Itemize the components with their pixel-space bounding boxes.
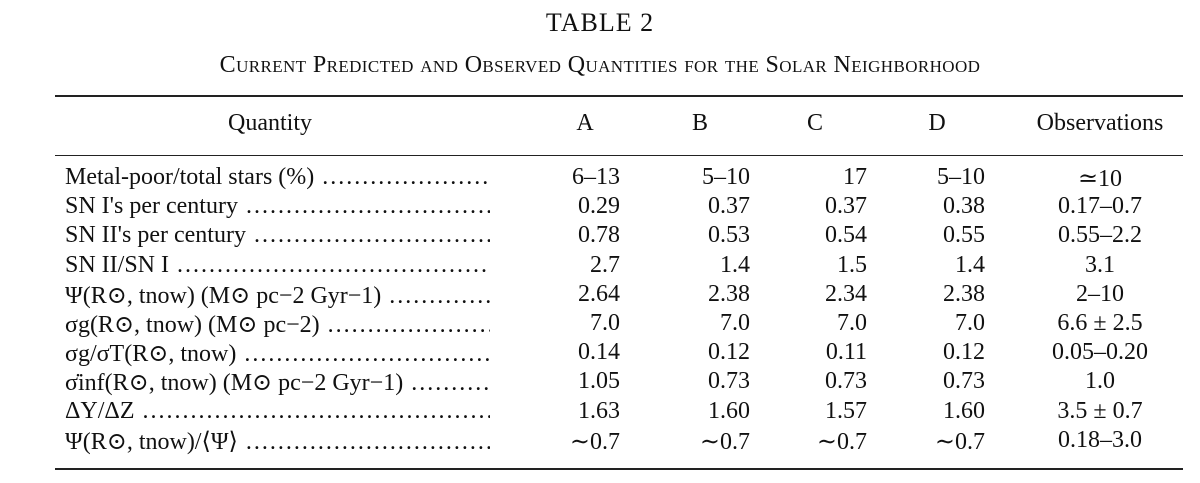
value-model-a: 1.05 bbox=[578, 368, 620, 395]
value-model-d: 0.55 bbox=[943, 222, 985, 249]
value-model-a: 6–13 bbox=[572, 164, 620, 190]
quantity-cell: σ̇inf(R⊙, tnow) (M⊙ pc−2 Gyr−1) bbox=[65, 368, 490, 397]
value-observations: 2–10 bbox=[1076, 280, 1124, 307]
value-model-c: 0.11 bbox=[825, 339, 867, 366]
value-model-d: 0.73 bbox=[943, 368, 985, 395]
quantity-cell: Ψ(R⊙, tnow)/⟨Ψ⟩ bbox=[65, 427, 490, 456]
table-row: σ̇inf(R⊙, tnow) (M⊙ pc−2 Gyr−1) 1.05 0.73 0… bbox=[55, 368, 1183, 398]
value-model-a: 7.0 bbox=[590, 310, 620, 336]
table-row: ΔY/ΔZ 1.63 1.60 1.57 1.60 3.5 ± 0.7 bbox=[55, 398, 1183, 428]
value-model-b: 1.60 bbox=[708, 397, 750, 424]
quantity-cell: SN I's per century bbox=[65, 193, 490, 220]
quantity-cell: Ψ(R⊙, tnow) (M⊙ pc−2 Gyr−1) bbox=[65, 281, 490, 310]
value-model-b: 0.53 bbox=[708, 222, 750, 249]
header-quantity: Quantity bbox=[228, 110, 312, 136]
quantity-cell: Metal-poor/total stars (%) bbox=[65, 164, 490, 191]
table-row: Metal-poor/total stars (%) 6–13 5–10 17 5–10… bbox=[55, 164, 1183, 194]
table-row: σg(R⊙, tnow) (M⊙ pc−2) 7.0 7.0 7.0 7.0 6.6 ± … bbox=[55, 310, 1183, 340]
value-model-c: 7.0 bbox=[837, 310, 867, 336]
bottom-rule bbox=[55, 468, 1183, 470]
value-observations: 1.0 bbox=[1085, 368, 1115, 395]
value-model-d: 1.60 bbox=[943, 397, 985, 424]
value-model-b: 0.73 bbox=[708, 368, 750, 395]
value-observations: 0.18–3.0 bbox=[1058, 426, 1142, 453]
value-model-a: 2.64 bbox=[578, 280, 620, 307]
table-row: Ψ(R⊙, tnow)/⟨Ψ⟩ ∼0.7 ∼0.7 ∼0.7 ∼0.7 0.18–3.0 bbox=[55, 427, 1183, 457]
value-model-c: ∼0.7 bbox=[816, 428, 867, 455]
table-title: TABLE 2 bbox=[545, 8, 655, 37]
value-model-c: 0.73 bbox=[825, 368, 867, 395]
value-model-d: 7.0 bbox=[955, 310, 985, 336]
quantity-label: SN I's per century bbox=[65, 193, 490, 219]
header-model-c: C bbox=[806, 110, 823, 136]
table-caption: Current Predicted and Observed Quantitie… bbox=[219, 52, 981, 78]
value-model-b: 7.0 bbox=[720, 310, 750, 336]
value-model-c: 2.34 bbox=[825, 280, 867, 307]
header-model-d: D bbox=[928, 110, 946, 136]
table-row: SN II's per century 0.78 0.53 0.54 0.55 0.55–… bbox=[55, 222, 1183, 252]
value-model-d: 1.4 bbox=[955, 251, 985, 278]
value-model-b: 0.37 bbox=[708, 193, 750, 220]
value-model-c: 0.54 bbox=[825, 222, 867, 249]
value-observations: 0.55–2.2 bbox=[1058, 222, 1142, 249]
quantity-label: Ψ(R⊙, tnow) (M⊙ pc−2 Gyr−1) bbox=[65, 283, 490, 309]
quantity-label: σ̇inf(R⊙, tnow) (M⊙ pc−2 Gyr−1) bbox=[65, 370, 490, 396]
quantity-cell: ΔY/ΔZ bbox=[65, 398, 490, 425]
value-observations: 0.17–0.7 bbox=[1058, 193, 1142, 220]
quantity-label: Metal-poor/total stars (%) bbox=[65, 164, 490, 190]
table-row: Ψ(R⊙, tnow) (M⊙ pc−2 Gyr−1) 2.64 2.38 2.34 2… bbox=[55, 281, 1183, 311]
quantity-label: σg/σT(R⊙, tnow) bbox=[65, 341, 490, 367]
top-rule bbox=[55, 95, 1183, 97]
value-observations: 3.1 bbox=[1085, 251, 1115, 278]
header-model-b: B bbox=[691, 110, 708, 136]
quantity-cell: σg(R⊙, tnow) (M⊙ pc−2) bbox=[65, 310, 490, 339]
value-model-a: 1.63 bbox=[578, 397, 620, 424]
value-model-c: 0.37 bbox=[825, 193, 867, 220]
value-model-d: ∼0.7 bbox=[934, 428, 985, 455]
value-model-c: 1.5 bbox=[837, 251, 867, 278]
quantity-cell: SN II's per century bbox=[65, 222, 490, 249]
header-observations: Observations bbox=[1036, 110, 1164, 136]
value-observations: ≃10 bbox=[1077, 166, 1123, 192]
table-header-row: Quantity A B C D Observations bbox=[55, 110, 1183, 142]
value-model-d: 0.38 bbox=[943, 193, 985, 220]
value-observations: 6.6 ± 2.5 bbox=[1057, 310, 1143, 336]
quantity-label: ΔY/ΔZ bbox=[65, 398, 490, 424]
value-model-d: 2.38 bbox=[943, 280, 985, 307]
quantity-label: σg(R⊙, tnow) (M⊙ pc−2) bbox=[65, 312, 490, 338]
value-model-c: 1.57 bbox=[825, 397, 867, 424]
table-row: SN I's per century 0.29 0.37 0.37 0.38 0.17–0… bbox=[55, 193, 1183, 223]
value-observations: 3.5 ± 0.7 bbox=[1057, 397, 1143, 424]
value-observations: 0.05–0.20 bbox=[1052, 339, 1148, 366]
value-model-c: 17 bbox=[843, 164, 867, 190]
value-model-d: 5–10 bbox=[937, 164, 985, 190]
value-model-d: 0.12 bbox=[943, 339, 985, 366]
value-model-b: 0.12 bbox=[708, 339, 750, 366]
value-model-a: 0.14 bbox=[578, 339, 620, 366]
value-model-b: 2.38 bbox=[708, 280, 750, 307]
value-model-a: 0.29 bbox=[578, 193, 620, 220]
value-model-a: ∼0.7 bbox=[569, 428, 620, 455]
value-model-b: 5–10 bbox=[702, 164, 750, 190]
quantity-label: Ψ(R⊙, tnow)/⟨Ψ⟩ bbox=[65, 429, 490, 455]
table-row: SN II/SN I 2.7 1.4 1.5 1.4 3.1 bbox=[55, 252, 1183, 282]
quantity-cell: σg/σT(R⊙, tnow) bbox=[65, 339, 490, 368]
header-model-a: A bbox=[576, 110, 594, 136]
quantity-cell: SN II/SN I bbox=[65, 252, 490, 279]
header-separator-rule bbox=[55, 155, 1183, 156]
value-model-a: 0.78 bbox=[578, 222, 620, 249]
value-model-b: 1.4 bbox=[720, 251, 750, 278]
value-model-b: ∼0.7 bbox=[699, 428, 750, 455]
quantity-label: SN II/SN I bbox=[65, 252, 490, 278]
value-model-a: 2.7 bbox=[590, 251, 620, 278]
table-row: σg/σT(R⊙, tnow) 0.14 0.12 0.11 0.12 0.05–0.20 bbox=[55, 339, 1183, 369]
quantity-label: SN II's per century bbox=[65, 222, 490, 248]
